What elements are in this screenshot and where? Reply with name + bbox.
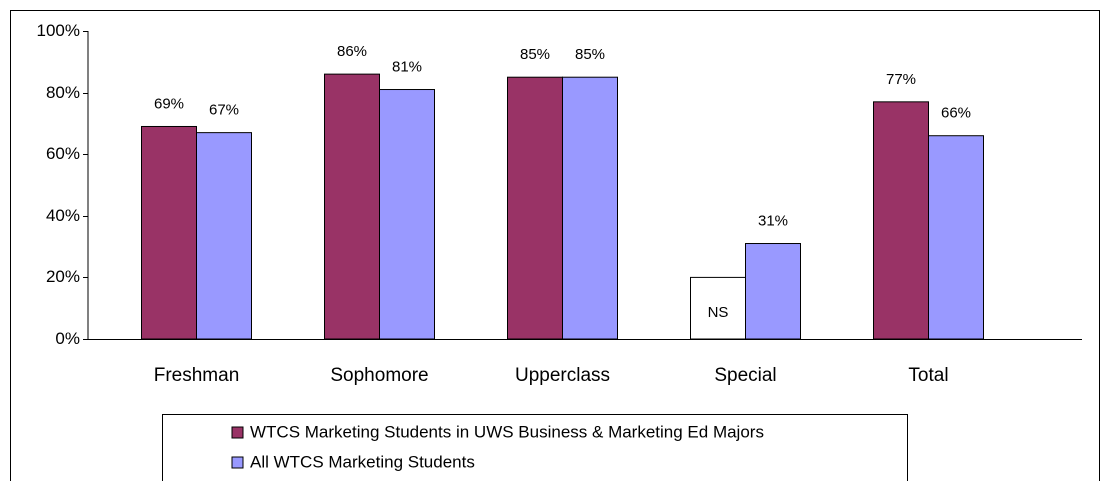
x-tick-label: Total	[908, 365, 948, 386]
x-tick-label: Upperclass	[515, 365, 610, 386]
data-label: 81%	[392, 58, 422, 75]
data-label: 66%	[941, 105, 971, 122]
y-tick-label: 80%	[46, 83, 80, 102]
y-tick-label: 60%	[46, 144, 80, 163]
legend-label: WTCS Marketing Students in UWS Business …	[250, 422, 764, 441]
data-label: 85%	[575, 46, 605, 63]
data-label: 67%	[209, 102, 239, 119]
bar	[562, 76, 618, 340]
legend-swatch	[231, 456, 244, 469]
bar	[745, 243, 801, 340]
data-label: 86%	[337, 43, 367, 60]
data-label: 77%	[886, 71, 916, 88]
x-tick-label: Special	[714, 365, 776, 386]
legend-label: All WTCS Marketing Students	[250, 452, 475, 471]
chart-frame	[10, 10, 1100, 481]
y-tick-label: 100%	[37, 21, 80, 40]
bar	[324, 73, 380, 340]
bar	[507, 76, 563, 340]
bar	[196, 132, 252, 340]
y-tick-label: 20%	[46, 267, 80, 286]
x-tick-label: Sophomore	[330, 365, 428, 386]
data-label: NS	[708, 304, 729, 321]
legend-box	[162, 414, 908, 481]
legend-swatch	[231, 426, 244, 439]
x-tick-label: Freshman	[154, 365, 240, 386]
bar	[928, 135, 984, 340]
bar	[873, 101, 929, 340]
data-label: 69%	[154, 95, 184, 112]
y-tick-label: 0%	[55, 329, 80, 348]
data-label: 85%	[520, 46, 550, 63]
bar	[141, 125, 197, 340]
y-tick-label: 40%	[46, 206, 80, 225]
data-label: 31%	[758, 212, 788, 229]
bar	[379, 89, 435, 340]
